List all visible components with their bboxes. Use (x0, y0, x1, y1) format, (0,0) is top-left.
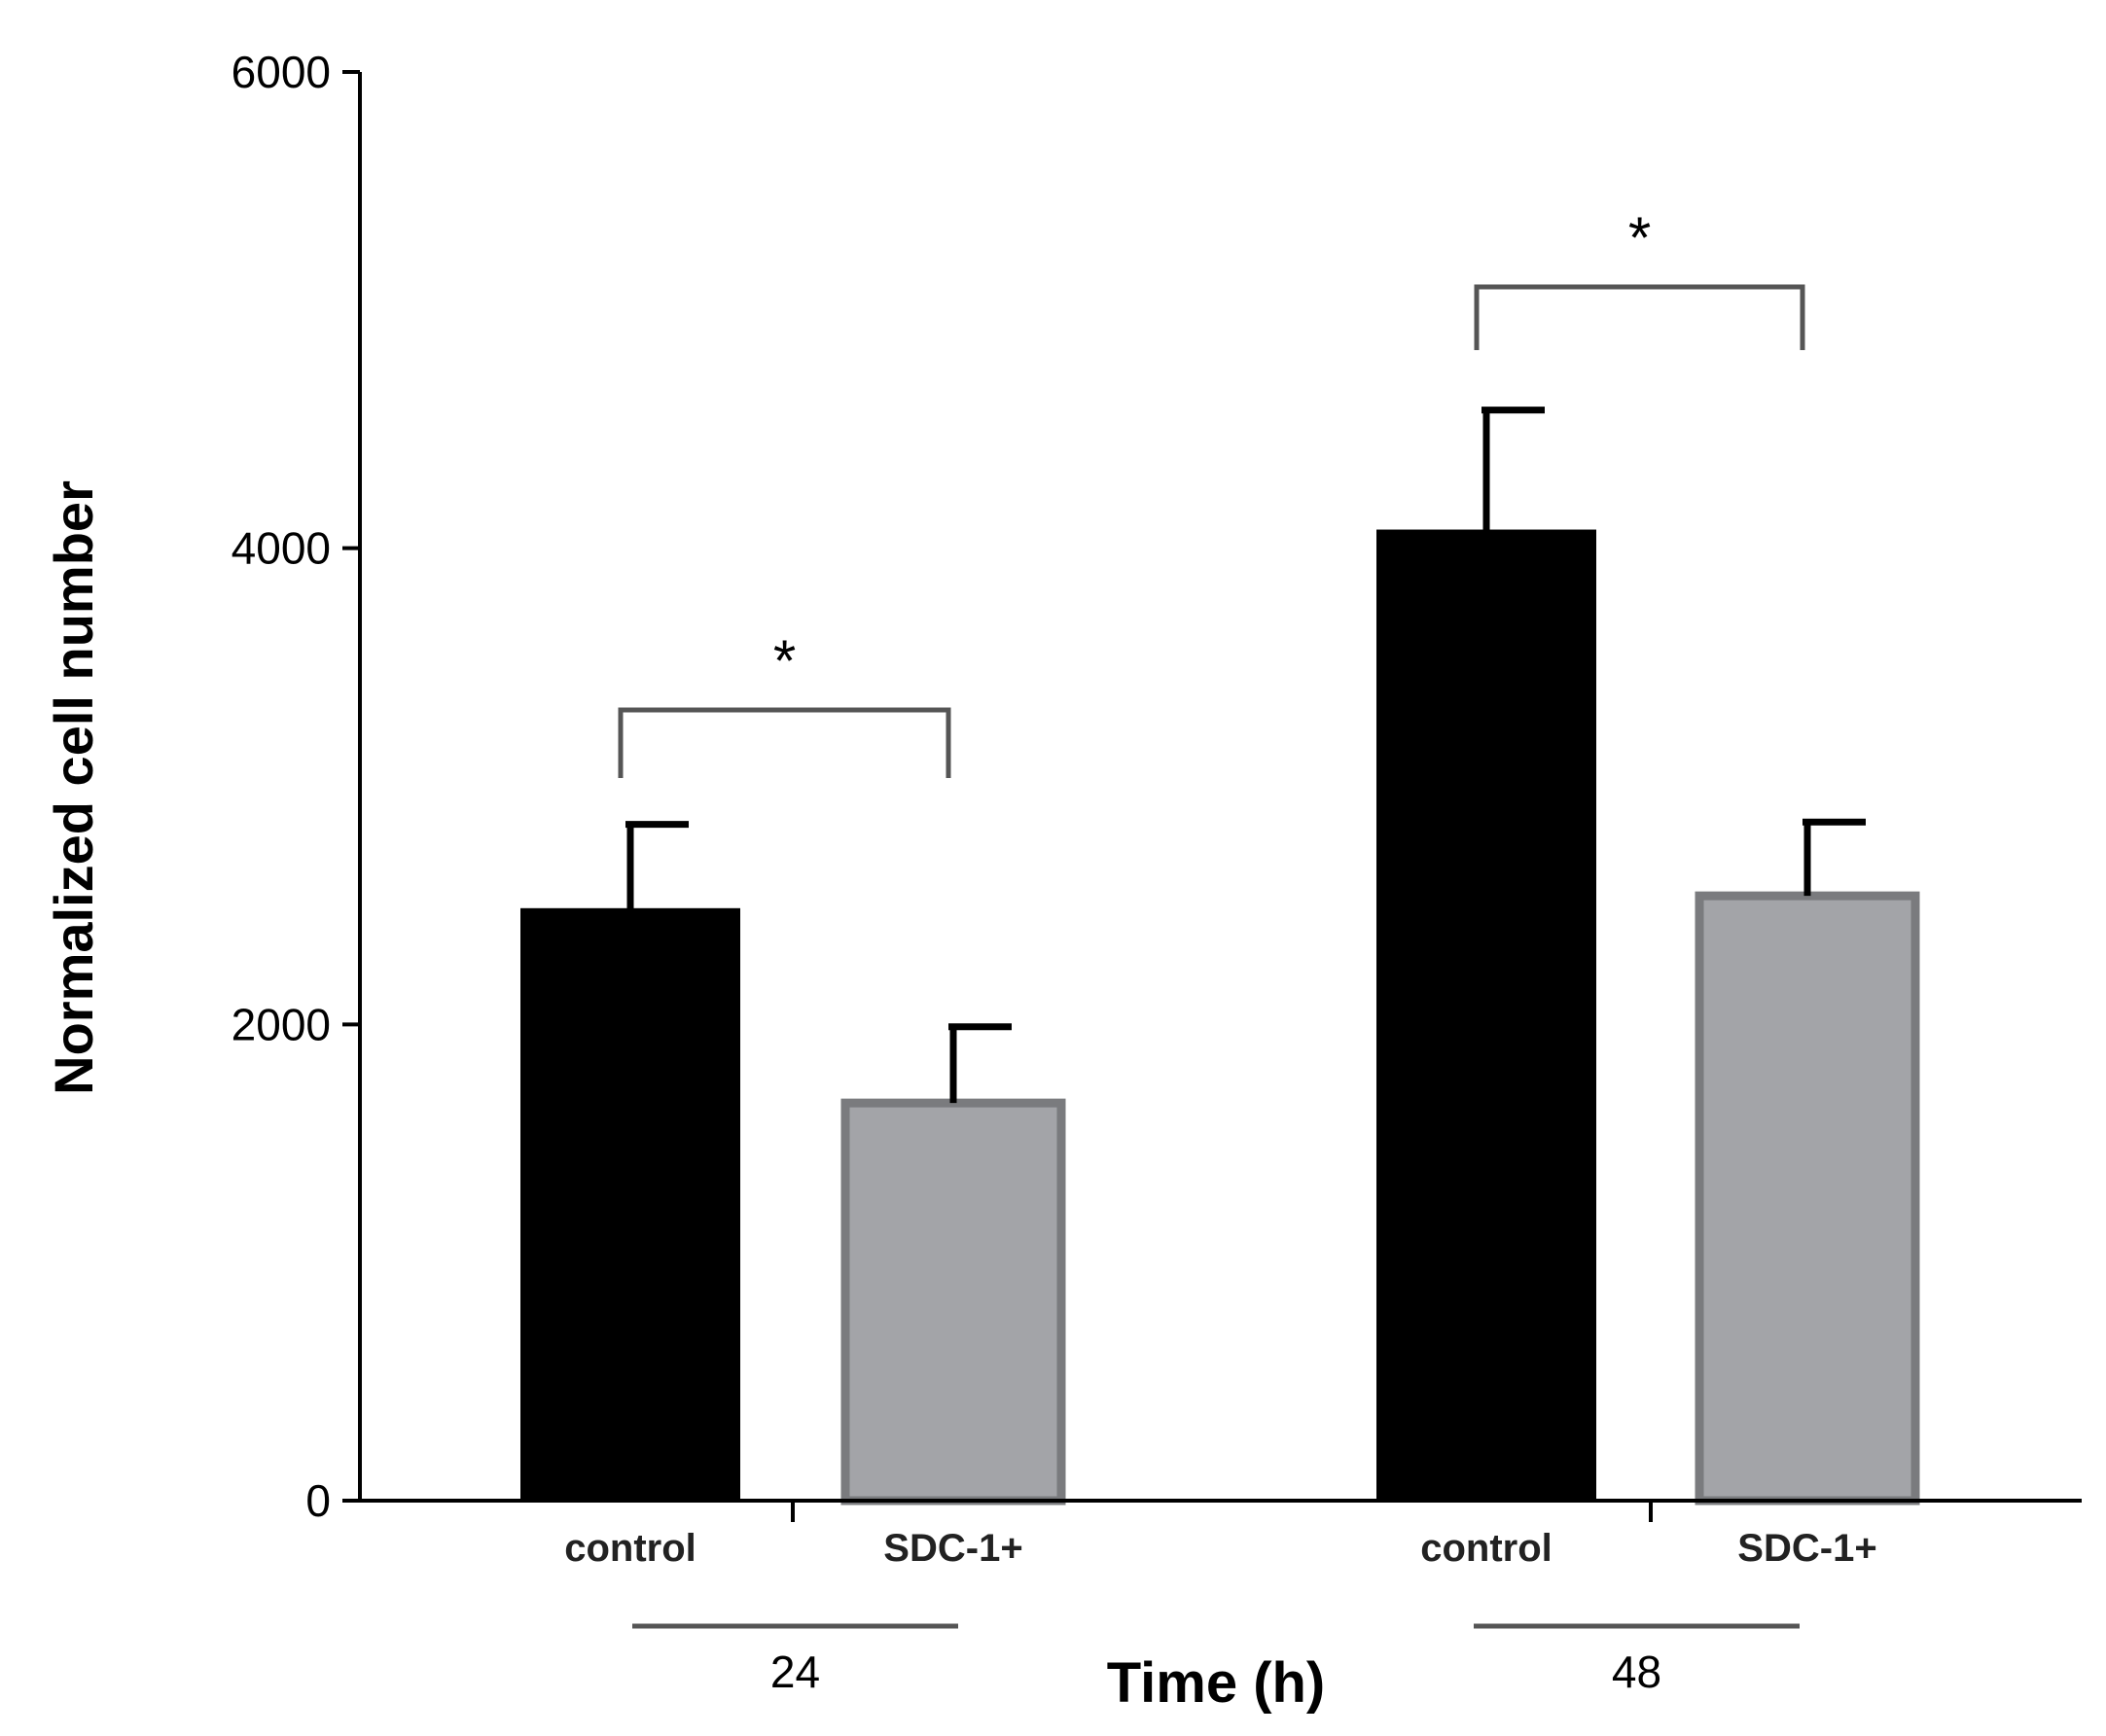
significance-bracket-24 (618, 707, 951, 778)
y-axis-title: Normalized cell number (43, 480, 104, 1095)
significance-bracket-48 (1474, 284, 1805, 350)
bars-layer (520, 529, 1920, 1506)
bar-48-control (1376, 529, 1596, 1503)
y-tick-label-1: 2000 (232, 999, 331, 1049)
x-category-label: control (1420, 1527, 1553, 1570)
x-axis-title: Time (h) (1107, 1651, 1326, 1715)
y-ticks: 0 2000 4000 6000 (232, 47, 360, 1526)
y-tick-label-0: 0 (305, 1475, 331, 1526)
x-category-label: control (564, 1527, 696, 1570)
bar-24-control (520, 907, 740, 1503)
bar-24-SDC-1+ (840, 1098, 1066, 1506)
x-category-labels: control SDC-1+ 24 control SDC-1+ 48 (564, 1501, 1877, 1697)
significance-layer: ** (618, 205, 1805, 778)
error-bars-layer (625, 407, 1866, 1104)
y-tick-label-2: 4000 (232, 523, 331, 574)
group-label-48: 48 (1612, 1647, 1661, 1697)
significance-star-24: * (773, 628, 796, 693)
bar-48-SDC-1+ (1695, 891, 1920, 1506)
y-tick-label-3: 6000 (232, 47, 331, 97)
significance-star-48: * (1628, 205, 1651, 270)
group-label-24: 24 (770, 1647, 820, 1697)
x-category-label: SDC-1+ (1737, 1527, 1876, 1570)
x-category-label: SDC-1+ (883, 1527, 1022, 1570)
